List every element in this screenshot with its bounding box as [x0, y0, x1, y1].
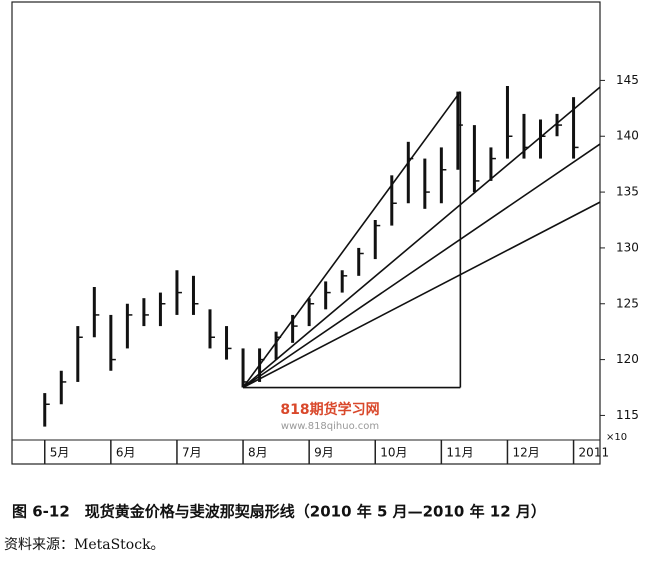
source: 资料来源：MetaStock。 — [4, 537, 165, 553]
x-tick-label: 7月 — [182, 446, 202, 460]
x-tick-label: 9月 — [314, 446, 334, 460]
frame — [11, 1, 601, 465]
x-tick-label: 6月 — [116, 446, 136, 460]
y-tick-label: 135 — [616, 185, 639, 199]
x-tick-label: 12月 — [512, 446, 539, 460]
fan-line — [242, 143, 601, 389]
x-tick-label: 2011 — [579, 446, 610, 460]
y-tick-label: 145 — [616, 73, 639, 87]
x-tick-label: 10月 — [380, 446, 407, 460]
caption: 图 6-12 现货黄金价格与斐波那契扇形线（2010 年 5 月—2010 年 … — [12, 503, 546, 521]
y-scale-label: ×10 — [606, 432, 627, 443]
y-tick-label: 120 — [616, 352, 639, 366]
watermark: 818期货学习网 — [280, 401, 379, 418]
y-tick-label: 115 — [616, 408, 639, 422]
y-tick-label: 125 — [616, 296, 639, 310]
x-tick-label: 11月 — [446, 446, 473, 460]
x-tick-label: 5月 — [50, 446, 70, 460]
y-tick-label: 140 — [616, 129, 639, 143]
fan-line — [242, 201, 601, 389]
x-tick-label: 8月 — [248, 446, 268, 460]
fan-line — [242, 91, 462, 388]
fan-line — [242, 86, 601, 389]
watermark-url: www.818qihuo.com — [281, 421, 379, 432]
y-tick-label: 130 — [616, 240, 639, 254]
